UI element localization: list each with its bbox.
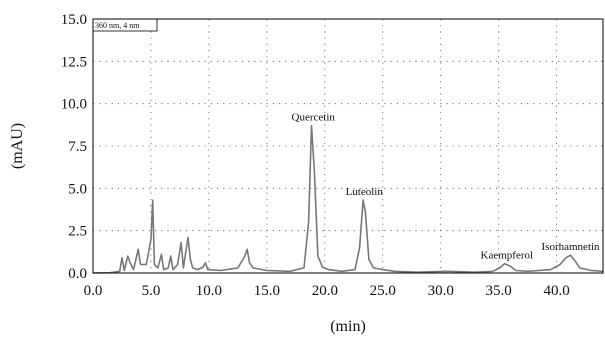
x-tick-label: 40.0 <box>544 283 570 299</box>
x-tick-label: 25.0 <box>370 283 396 299</box>
peak-label: Luteolin <box>346 186 384 198</box>
y-tick-label: 2.5 <box>68 224 87 240</box>
y-tick-label: 7.5 <box>68 139 87 155</box>
x-tick-label: 35.0 <box>486 283 512 299</box>
legend-text: 360 nm, 4 nm <box>95 21 140 30</box>
peak-label: Kaempferol <box>481 250 534 262</box>
x-tick-label: 5.0 <box>142 283 161 299</box>
y-axis-title: (mAU) <box>9 123 26 169</box>
y-tick-label: 5.0 <box>68 181 87 197</box>
x-tick-label: 30.0 <box>428 283 454 299</box>
tick-labels: 0.0 2.5 5.0 7.5 10.0 12.5 15.0 0.0 5.0 10.0 15.0 20… <box>61 12 570 299</box>
x-tick-label: 15.0 <box>254 283 280 299</box>
x-tick-label: 0.0 <box>84 283 103 299</box>
y-tick-label: 12.5 <box>61 54 87 70</box>
peak-annotations: Quercetin Luteolin Kaempferol Isorhamnetin <box>292 112 601 262</box>
plot-frame <box>92 18 604 274</box>
x-tick-label: 20.0 <box>312 283 338 299</box>
peak-label: Isorhamnetin <box>542 241 601 253</box>
series-layer <box>92 124 604 274</box>
y-tick-label: 10.0 <box>61 97 87 113</box>
peak-label: Quercetin <box>292 112 336 124</box>
y-tick-label: 0.0 <box>68 266 87 282</box>
y-tick-label: 15.0 <box>61 12 87 28</box>
grid <box>93 19 603 273</box>
x-tick-label: 10.0 <box>196 283 222 299</box>
chromatogram-trace <box>92 124 604 274</box>
x-axis-title: (min) <box>330 318 366 335</box>
